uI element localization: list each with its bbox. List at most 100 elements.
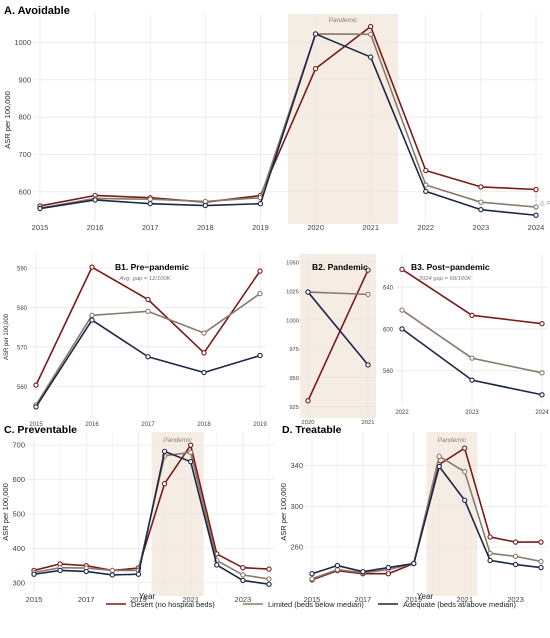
- data-point-adequate: [201, 369, 207, 376]
- panel-title: D. Treatable: [282, 424, 342, 436]
- data-point-adequate: [83, 568, 89, 575]
- series-line-desert: [307, 269, 369, 402]
- data-point-adequate: [305, 289, 311, 295]
- x-axis-label: Year: [139, 592, 156, 601]
- data-point-adequate: [135, 571, 142, 577]
- y-axis-label: ASR per 100,000: [4, 313, 10, 360]
- legend-label-limited: Limited (beds below median): [268, 600, 364, 609]
- data-point-limited: [462, 468, 468, 475]
- data-point-adequate: [309, 571, 315, 577]
- pandemic-label: Pandemic: [329, 17, 359, 24]
- x-tick-label: 2021: [182, 595, 199, 604]
- y-tick-label: 400: [12, 544, 25, 553]
- series-line-desert: [39, 25, 537, 207]
- gap-annotation: △ = 69/100K: [540, 200, 550, 206]
- panel-b3: 560 600 640 2022 2023 2024 B3. Post−pandemic 20…: [383, 254, 549, 416]
- data-point-limited: [266, 576, 272, 582]
- data-point-adequate: [37, 205, 43, 212]
- data-point-desert: [487, 534, 493, 540]
- data-point-limited: [538, 558, 544, 565]
- data-point-desert: [161, 481, 168, 487]
- y-tick-label: 1000: [286, 318, 299, 324]
- panel-d: Pandemic 260 300 340 2015 2017 2019 2021 2023 D. …: [279, 424, 547, 604]
- series-line-adequate: [39, 33, 537, 217]
- x-tick-label: 2021: [456, 595, 473, 604]
- x-tick-label: 2018: [197, 422, 211, 428]
- data-point-desert: [240, 565, 246, 571]
- x-tick-label: 2021: [362, 420, 375, 426]
- y-tick-label: 590: [17, 266, 28, 272]
- x-tick-label: 2016: [85, 422, 99, 428]
- data-point-adequate: [188, 459, 194, 465]
- panel-subtitle: 2024 gap = 69/100K: [418, 276, 473, 282]
- y-tick-label: 300: [290, 502, 303, 511]
- data-point-desert: [512, 539, 519, 545]
- data-point-adequate: [512, 561, 519, 568]
- y-axis-label: ASR per 100,000: [1, 483, 10, 541]
- y-tick-label: 570: [17, 345, 28, 351]
- data-point-adequate: [33, 404, 39, 410]
- panel-c: Pandemic 300 400 500 600 700 2015 2017 2019 2021 2…: [1, 424, 275, 604]
- data-point-desert: [365, 267, 371, 273]
- panel-title: A. Avoidable: [4, 5, 70, 17]
- x-tick-label: 2024: [528, 223, 545, 232]
- x-tick-label: 2015: [304, 595, 321, 604]
- data-point-limited: [257, 290, 263, 297]
- y-tick-label: 1050: [286, 261, 299, 267]
- y-tick-label: 560: [383, 369, 394, 375]
- data-point-adequate: [436, 463, 442, 470]
- data-point-limited: [399, 307, 405, 313]
- data-point-limited: [487, 550, 493, 556]
- data-point-adequate: [462, 497, 468, 503]
- data-point-adequate: [312, 31, 319, 37]
- x-tick-label: 2023: [507, 595, 524, 604]
- panel-title: C. Preventable: [4, 424, 77, 436]
- data-point-desert: [423, 167, 429, 174]
- y-tick-label: 340: [290, 461, 303, 470]
- data-point-desert: [89, 264, 95, 270]
- data-point-adequate: [533, 212, 539, 218]
- data-point-adequate: [539, 392, 545, 398]
- series-line-limited: [39, 33, 537, 209]
- data-point-desert: [539, 321, 545, 327]
- data-point-desert: [201, 350, 207, 356]
- data-point-adequate: [240, 577, 246, 584]
- data-point-adequate: [109, 572, 115, 578]
- series-line-limited: [307, 291, 369, 296]
- y-tick-label: 600: [383, 327, 394, 333]
- y-tick-label: 640: [383, 286, 394, 292]
- data-point-desert: [462, 445, 468, 451]
- y-tick-label: 580: [17, 306, 28, 312]
- x-tick-label: 2021: [362, 223, 379, 232]
- x-tick-label: 2023: [465, 410, 479, 416]
- series-line-desert: [33, 444, 270, 572]
- data-point-limited: [539, 370, 545, 376]
- data-point-limited: [469, 355, 475, 361]
- data-point-adequate: [423, 188, 429, 195]
- y-tick-label: 1000: [14, 38, 31, 47]
- series-line-limited: [311, 455, 542, 580]
- x-tick-label: 2022: [417, 223, 434, 232]
- y-axis-label: ASR per 100,000: [279, 483, 288, 541]
- data-point-adequate: [89, 317, 95, 323]
- y-tick-label: 975: [289, 347, 299, 353]
- data-point-adequate: [538, 564, 544, 571]
- data-point-adequate: [31, 571, 37, 577]
- x-tick-label: 2017: [141, 422, 155, 428]
- y-tick-label: 950: [289, 376, 299, 382]
- x-tick-label: 2023: [473, 223, 490, 232]
- legend: Desert (no hospital beds) Limited (beds …: [106, 600, 516, 609]
- data-point-adequate: [469, 377, 475, 383]
- y-tick-label: 260: [290, 543, 303, 552]
- panel-a: Pandemic 600 700 800 900 1000 2015 2016 2017 2018…: [3, 5, 550, 232]
- data-point-desert: [188, 442, 194, 448]
- data-point-adequate: [334, 562, 341, 569]
- data-point-adequate: [214, 562, 220, 568]
- x-tick-label: 2015: [26, 595, 43, 604]
- data-point-desert: [33, 382, 39, 388]
- data-point-desert: [305, 398, 311, 404]
- x-axis-label: Year: [417, 592, 434, 601]
- x-tick-label: 2020: [302, 420, 315, 426]
- legend-label-desert: Desert (no hospital beds): [131, 600, 215, 609]
- y-tick-label: 700: [18, 150, 31, 159]
